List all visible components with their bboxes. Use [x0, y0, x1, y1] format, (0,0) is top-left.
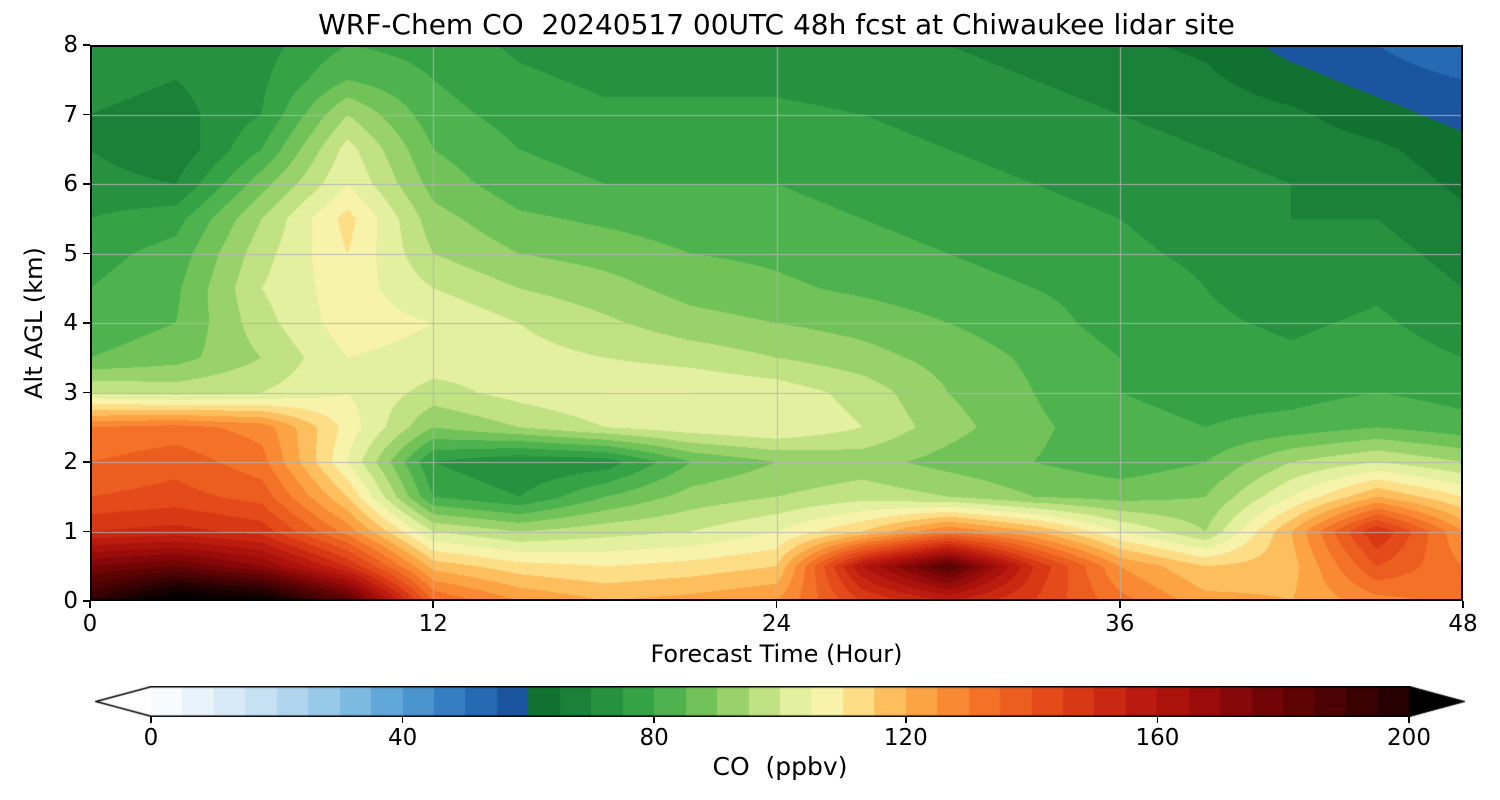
- y-tick-label: 1: [63, 518, 78, 545]
- y-axis-label: Alt AGL (km): [20, 247, 48, 399]
- colorbar-tick-mark: [150, 717, 152, 723]
- x-tick-mark: [432, 601, 435, 608]
- colorbar-tick-label: 160: [1135, 725, 1180, 751]
- colorbar-tick-mark: [1156, 717, 1159, 723]
- y-tick-mark: [83, 44, 90, 46]
- colorbar-tick-label: 80: [639, 725, 669, 751]
- y-tick-mark: [83, 252, 90, 255]
- x-axis-label: Forecast Time (Hour): [650, 640, 903, 668]
- y-tick-label: 5: [63, 240, 78, 267]
- plot-canvas: [90, 45, 1463, 601]
- y-tick-mark: [83, 183, 90, 185]
- y-tick-mark: [83, 322, 90, 324]
- y-tick-mark: [83, 530, 90, 533]
- y-tick-label: 8: [63, 32, 78, 58]
- plot-area: [90, 45, 1463, 601]
- y-tick-label: 3: [63, 379, 78, 406]
- x-tick-label: 0: [82, 611, 98, 637]
- y-tick-mark: [83, 461, 90, 463]
- colorbar-canvas: [95, 686, 1465, 717]
- chart-title: WRF-Chem CO 20240517 00UTC 48h fcst at C…: [318, 8, 1235, 41]
- y-tick-mark: [83, 600, 90, 602]
- colorbar-tick-mark: [653, 717, 656, 723]
- y-tick-label: 4: [63, 310, 78, 336]
- x-tick-label: 48: [1448, 611, 1478, 637]
- colorbar-tick-label: 0: [143, 725, 159, 751]
- colorbar-label: CO (ppbv): [712, 752, 848, 781]
- x-tick-label: 36: [1105, 611, 1135, 637]
- colorbar-tick-label: 200: [1387, 725, 1431, 751]
- y-tick-mark: [83, 113, 90, 116]
- y-tick-label: 2: [63, 449, 78, 475]
- x-tick-mark: [1118, 601, 1121, 608]
- x-tick-label: 12: [418, 611, 448, 637]
- colorbar-tick-mark: [401, 717, 404, 723]
- y-tick-label: 7: [63, 101, 78, 128]
- y-tick-label: 0: [63, 588, 78, 614]
- colorbar-tick-label: 120: [883, 725, 928, 751]
- colorbar-tick-mark: [904, 717, 907, 723]
- y-tick-label: 6: [63, 171, 78, 197]
- y-tick-mark: [83, 391, 90, 394]
- x-tick-mark: [89, 601, 91, 608]
- x-tick-label: 24: [761, 611, 792, 637]
- colorbar-tick-label: 40: [387, 725, 418, 751]
- x-tick-mark: [1462, 601, 1464, 608]
- colorbar-tick-mark: [1408, 717, 1410, 723]
- x-tick-mark: [775, 601, 778, 608]
